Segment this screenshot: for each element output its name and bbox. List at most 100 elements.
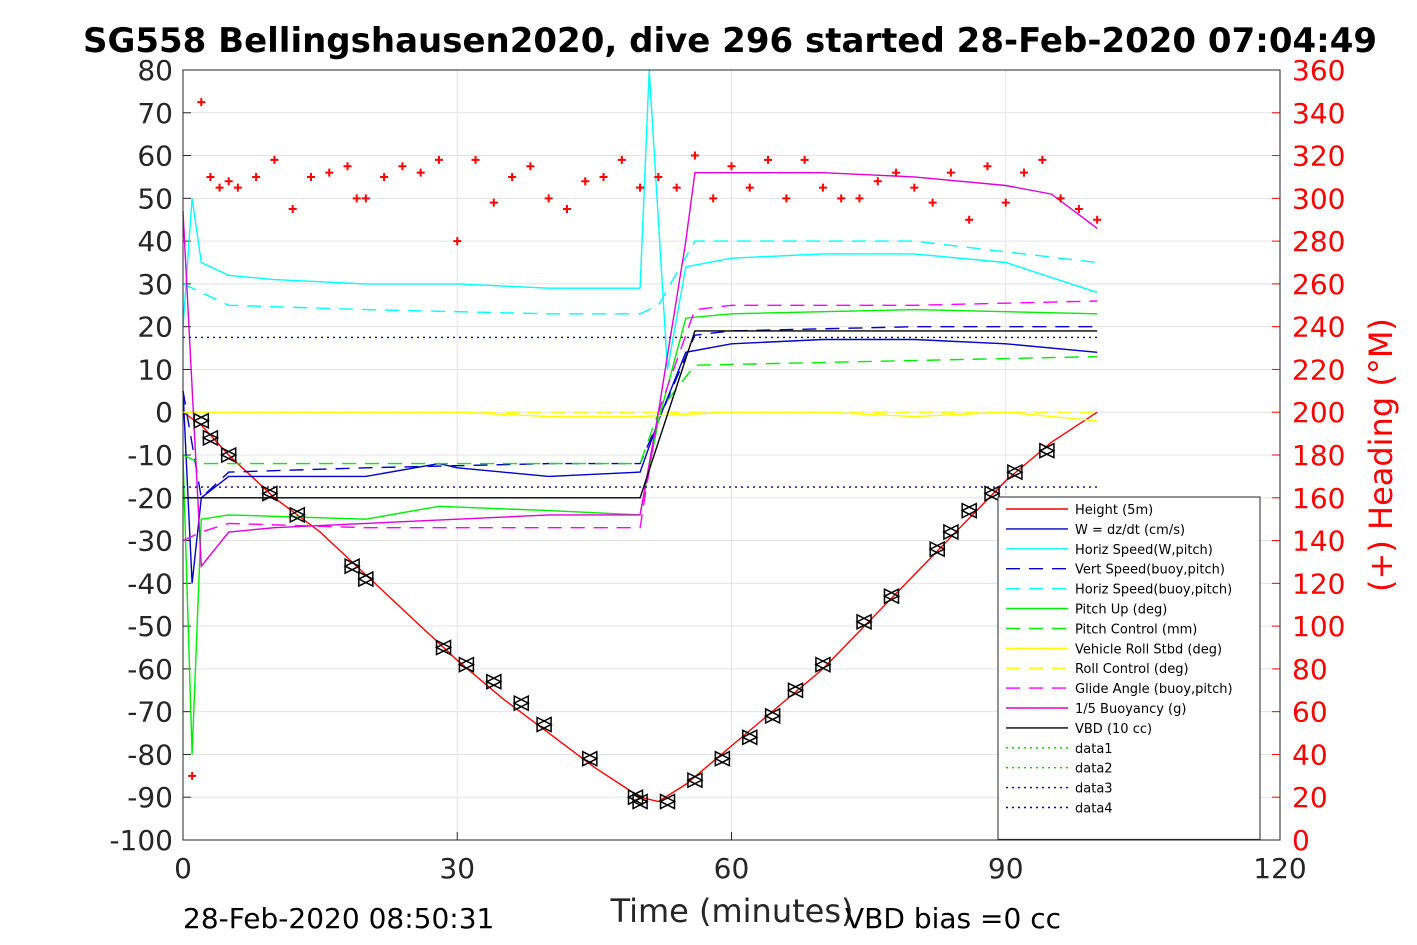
heading-point (1020, 168, 1029, 177)
y2-tick-label: 300 (1292, 182, 1345, 215)
legend-label: data4 (1075, 802, 1113, 817)
y2-tick-label: 340 (1292, 97, 1345, 130)
y-tick-label: -60 (127, 653, 173, 686)
heading-point (215, 183, 224, 192)
heading-point (672, 183, 681, 192)
dive-marker (192, 412, 210, 429)
y2-tick-label: 140 (1292, 525, 1345, 558)
right-axis-label: (+) Heading (°M) (1362, 318, 1400, 592)
series-group (182, 69, 1098, 803)
heading-point (489, 198, 498, 207)
heading-point (544, 194, 553, 203)
heading-point (928, 198, 937, 207)
y-tick-label: 10 (137, 353, 173, 386)
dive-marker (581, 750, 599, 767)
y-tick-label: 70 (137, 97, 173, 130)
dive-marker (343, 558, 361, 575)
y-tick-label: 30 (137, 268, 173, 301)
heading-point (471, 155, 480, 164)
dive-marker (631, 793, 649, 810)
dive-marker (942, 523, 960, 541)
legend-label: data2 (1075, 762, 1113, 777)
plot-frame (182, 69, 1281, 841)
heading-point (352, 194, 361, 203)
dive-marker (201, 429, 220, 447)
heading-point (398, 162, 407, 171)
dive-marker (960, 502, 978, 519)
y2-tick-label: 0 (1292, 824, 1310, 857)
heading-point (508, 172, 517, 181)
heading-point (562, 205, 571, 214)
dive-marker (261, 485, 279, 502)
x-tick-label: 0 (174, 852, 192, 885)
y2-tick-label: 220 (1292, 353, 1345, 386)
heading-point (800, 155, 809, 164)
y-tick-label: -100 (109, 824, 173, 857)
heading-point (965, 215, 974, 224)
heading-point (818, 183, 827, 192)
dive-marker (485, 673, 503, 690)
legend-label: Vehicle Roll Stbd (deg) (1075, 642, 1222, 657)
dive-marker (882, 587, 901, 605)
x-tick-label: 30 (439, 852, 475, 885)
heading-point (1056, 194, 1065, 203)
series-line-3 (182, 69, 1098, 370)
y-tick-label: 40 (137, 225, 173, 258)
dive-marker (220, 446, 238, 464)
dive-marker (983, 485, 1001, 502)
series-line-5 (182, 240, 1098, 315)
heading-point (1074, 205, 1083, 214)
heading-point (690, 151, 699, 160)
y-tick-label: -20 (127, 482, 173, 515)
series-line-10 (182, 300, 1098, 542)
heading-point (873, 177, 882, 186)
y-tick-label: 50 (137, 182, 173, 215)
legend-label: data3 (1075, 782, 1113, 797)
heading-point (910, 183, 919, 192)
series-line-6 (182, 308, 1098, 755)
end-timestamp: 28-Feb-2020 08:50:31 (183, 902, 494, 935)
legend-label: Vert Speed(buoy,pitch) (1075, 563, 1225, 578)
heading-point (1093, 215, 1102, 224)
heading-point (636, 183, 645, 192)
y-tick-label: 0 (155, 396, 173, 429)
heading-point (617, 155, 626, 164)
y2-tick-label: 80 (1292, 653, 1328, 686)
y2-tick-label: 100 (1292, 610, 1345, 643)
heading-point (709, 194, 718, 203)
y2-tick-label: 180 (1292, 439, 1345, 472)
y2-tick-label: 40 (1292, 738, 1328, 771)
dive-marker (928, 540, 946, 558)
heading-point (224, 177, 233, 186)
series-line-8 (183, 411, 1098, 422)
heading-point (946, 168, 955, 177)
series-line-11 (182, 171, 1098, 569)
dive-marker (512, 694, 530, 712)
legend-label: VBD (10 cc) (1075, 722, 1152, 737)
dive-marker (535, 716, 553, 733)
heading-point (270, 155, 279, 164)
heading-point (764, 155, 773, 164)
y2-tick-label: 280 (1292, 225, 1345, 258)
dive-marker (763, 707, 782, 725)
heading-point (252, 172, 261, 181)
right-y-axis: 0 20 40 60 80 100 120 140 160 180 200 220 240 260 280 3… (1272, 54, 1345, 857)
heading-point (782, 194, 791, 203)
y-tick-label: -90 (127, 781, 173, 814)
y2-tick-label: 320 (1292, 140, 1345, 173)
y-tick-label: -50 (127, 610, 173, 643)
legend-label: Roll Control (deg) (1075, 662, 1189, 677)
series-line-4 (182, 326, 1098, 500)
heading-point (325, 168, 334, 177)
heading-point (599, 172, 608, 181)
heading-point (837, 194, 846, 203)
legend-label: Pitch Up (deg) (1075, 603, 1167, 618)
heading-point (188, 771, 197, 780)
heading-point (983, 162, 992, 171)
heading-point (416, 168, 425, 177)
heading-point (453, 237, 462, 246)
legend-label: Horiz Speed(W,pitch) (1075, 543, 1213, 558)
dive-marker (814, 656, 832, 673)
heading-point (197, 98, 206, 107)
dive-marker (741, 729, 759, 746)
